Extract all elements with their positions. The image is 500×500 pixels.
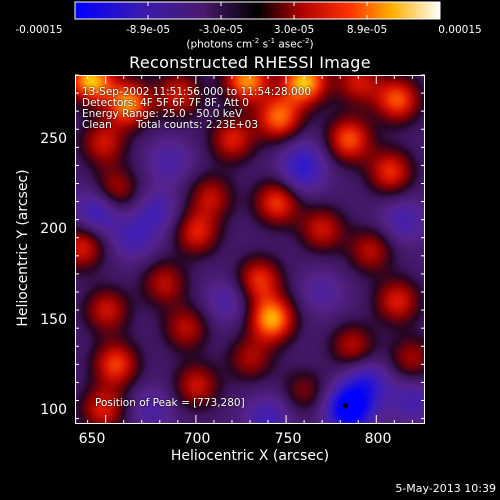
x-tick-label: 800 (364, 431, 392, 447)
y-axis-label: Heliocentric Y (arcsec) (15, 169, 31, 327)
colorbar-tick-label: 0.00015 (438, 24, 482, 36)
colorbar (74, 1, 441, 20)
y-tick-label: 150 (40, 312, 67, 328)
colorbar-tick-label: -3.0e-05 (198, 24, 244, 36)
y-tick-label: 200 (40, 221, 67, 237)
detectors-label: Detectors: 4F 5F 6F 7F 8F, Att 0 (82, 97, 249, 109)
time-range-label: 13-Sep-2002 11:51:56.000 to 11:54:28.000 (82, 86, 312, 98)
x-tick-label: 750 (274, 431, 302, 447)
units-text: asec (275, 38, 303, 51)
clean-label: Clean (82, 119, 112, 131)
units-text: s (259, 38, 269, 51)
units-text: (photons cm (186, 38, 253, 51)
colorbar-units: (photons cm-2 s-1 asec-2) (0, 37, 500, 51)
x-tick-label: 650 (78, 431, 106, 447)
total-counts-label: Total counts: 2.23E+03 (136, 119, 259, 131)
colorbar-tick-label: -8.9e-05 (125, 24, 171, 36)
heatmap-image (76, 76, 424, 423)
units-text: ) (309, 38, 314, 51)
footer-date: 5-May-2013 10:39 (395, 482, 496, 495)
plot-title: Reconstructed RHESSI Image (129, 53, 371, 72)
peak-position-label: Position of Peak = [773,280] (95, 397, 245, 409)
x-tick-label: 700 (183, 431, 211, 447)
image-plot-area[interactable]: 13-Sep-2002 11:51:56.000 to 11:54:28.000… (75, 75, 425, 424)
colorbar-tick-labels: -0.00015 -8.9e-05 -3.0e-05 3.0e-05 8.9e-… (0, 24, 500, 38)
units-exponent: -1 (268, 37, 276, 45)
peak-marker (343, 403, 348, 408)
colorbar-tick-label: 8.9e-05 (346, 24, 388, 36)
x-axis-label: Heliocentric X (arcsec) (170, 448, 330, 464)
y-tick-label: 100 (40, 402, 67, 418)
colorbar-tick-label: 3.0e-05 (273, 24, 315, 36)
y-tick-label: 250 (40, 131, 67, 147)
colorbar-tick-label: -0.00015 (15, 24, 63, 36)
energy-range-label: Energy Range: 25.0 - 50.0 keV (82, 108, 243, 120)
colorbar-gradient (75, 2, 440, 19)
units-exponent: -2 (252, 37, 260, 45)
units-exponent: -2 (302, 37, 310, 45)
